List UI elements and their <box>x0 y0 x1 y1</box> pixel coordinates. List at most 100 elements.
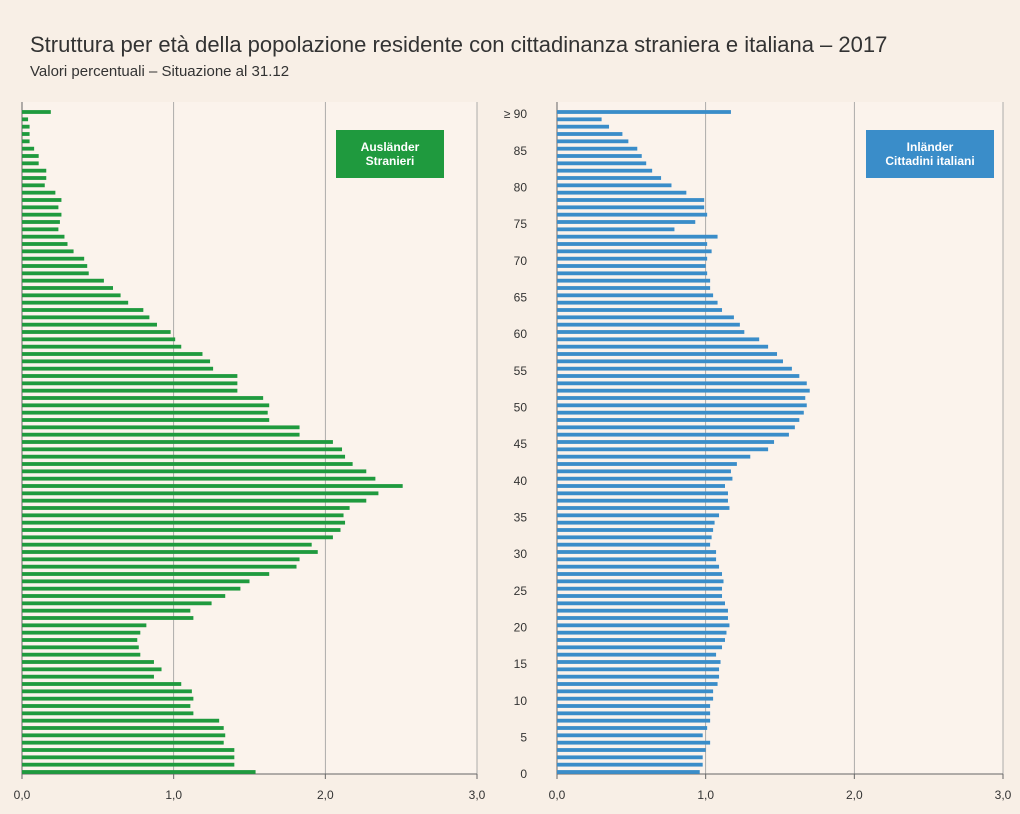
bar <box>557 674 720 679</box>
bar <box>22 300 129 305</box>
bar <box>557 689 714 694</box>
bar <box>557 308 723 312</box>
bar <box>22 440 333 444</box>
y-tick-label: 20 <box>514 621 528 635</box>
bar <box>22 146 35 151</box>
bar <box>557 638 725 642</box>
bar <box>557 418 800 422</box>
bar <box>557 381 807 386</box>
bar <box>557 366 792 371</box>
bar <box>22 535 333 540</box>
bar <box>557 161 647 166</box>
bar <box>22 139 30 144</box>
bar <box>557 564 720 569</box>
bar <box>22 183 45 188</box>
bar <box>22 344 182 349</box>
bar <box>22 542 312 547</box>
bar <box>22 520 346 525</box>
bar <box>22 506 350 510</box>
x-tick-label: 3,0 <box>469 788 486 802</box>
bar <box>22 293 121 298</box>
bar <box>22 462 353 466</box>
chart-subtitle: Valori percentuali – Situazione al 31.12 <box>30 63 289 80</box>
bar <box>22 315 150 320</box>
bar <box>557 645 723 650</box>
bar <box>557 704 711 708</box>
bar <box>22 704 191 708</box>
bar <box>557 374 800 378</box>
bar <box>557 660 721 664</box>
bar <box>22 205 59 210</box>
y-tick-label: 30 <box>514 547 528 561</box>
bar <box>22 696 194 701</box>
bar <box>22 124 30 129</box>
bar <box>22 550 318 554</box>
bar <box>22 762 235 767</box>
bar <box>22 726 224 730</box>
bar <box>557 528 714 532</box>
x-tick-label: 0,0 <box>549 788 566 802</box>
bar <box>22 660 154 664</box>
bar <box>22 469 367 474</box>
y-tick-label: 60 <box>514 327 528 341</box>
bar <box>22 220 60 224</box>
plot-area <box>557 102 1003 774</box>
bar <box>557 696 714 701</box>
bar <box>557 535 712 540</box>
bar <box>22 418 270 422</box>
bar <box>557 132 623 136</box>
bar <box>22 630 141 635</box>
bar <box>557 462 737 466</box>
bar <box>557 403 807 408</box>
bar <box>557 586 723 591</box>
bar <box>22 410 268 415</box>
bar <box>22 242 68 246</box>
bar <box>22 608 191 613</box>
y-tick-label: 10 <box>514 694 528 708</box>
bar <box>557 506 730 510</box>
bar <box>557 315 734 320</box>
y-tick-label: 5 <box>520 731 527 745</box>
bar <box>557 601 725 606</box>
y-tick-label: 65 <box>514 291 528 305</box>
bar <box>557 168 653 173</box>
bar <box>22 256 85 261</box>
bar <box>22 432 300 437</box>
bar <box>557 388 810 393</box>
y-tick-label: 85 <box>514 144 528 158</box>
bar <box>22 748 235 752</box>
bar <box>557 198 705 202</box>
bar <box>22 132 30 136</box>
y-tick-label: 80 <box>514 181 528 195</box>
bar <box>22 528 341 532</box>
bar <box>22 645 139 650</box>
bar <box>22 572 270 576</box>
bar <box>557 271 708 276</box>
y-tick-label: 0 <box>520 767 527 781</box>
bar <box>557 740 711 745</box>
y-tick-label: 50 <box>514 401 528 415</box>
y-tick-label: 15 <box>514 657 528 671</box>
bar <box>557 425 795 430</box>
bar <box>557 616 728 620</box>
y-tick-label: 40 <box>514 474 528 488</box>
bar <box>557 344 769 349</box>
bar <box>22 168 47 173</box>
x-tick-label: 2,0 <box>317 788 334 802</box>
bar <box>22 110 51 114</box>
bar <box>557 762 703 767</box>
bar <box>22 286 113 290</box>
bar <box>22 227 59 232</box>
bar <box>557 330 745 334</box>
bar <box>557 718 711 723</box>
bar <box>557 249 712 254</box>
bar <box>22 374 238 378</box>
bar <box>22 249 74 254</box>
bar <box>22 711 194 716</box>
bar <box>557 396 806 400</box>
bar <box>557 264 706 268</box>
bar <box>22 601 212 606</box>
bar <box>22 366 214 371</box>
bar <box>557 667 720 672</box>
bar <box>22 234 65 239</box>
